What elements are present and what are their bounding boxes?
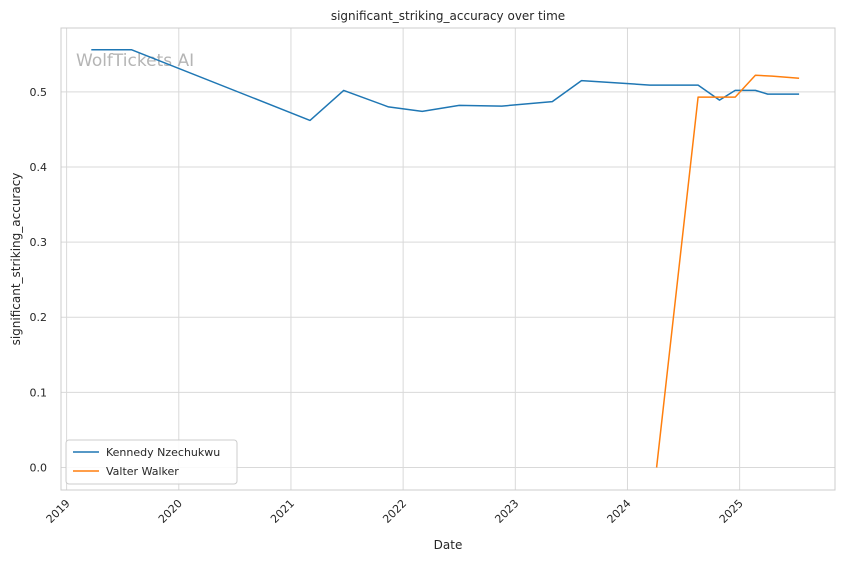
legend-box	[65, 439, 238, 485]
x-axis-ticks: 2019 2020 2021 2022 2023 2024 2025	[44, 497, 746, 526]
series-line-valter-walker	[655, 74, 800, 468]
legend-label-valter-walker: Valter Walker	[106, 465, 179, 478]
x-tick-label: 2019	[44, 497, 73, 526]
x-axis-label: Date	[434, 538, 463, 552]
watermark: WolfTickets AI	[76, 51, 194, 71]
y-tick-label: 0.3	[30, 236, 48, 249]
chart-title: significant_striking_accuracy over time	[331, 9, 565, 23]
x-tick-label: 2020	[156, 497, 185, 526]
x-tick-label: 2023	[492, 497, 521, 526]
y-tick-label: 0.4	[30, 161, 48, 174]
legend: Kennedy Nzechukwu Valter Walker	[65, 439, 238, 485]
plot-frame	[60, 27, 836, 491]
legend-label-kennedy-nzechukwu: Kennedy Nzechukwu	[106, 446, 220, 459]
series-line-kennedy-nzechukwu	[91, 49, 800, 122]
x-tick-label: 2021	[268, 497, 297, 526]
x-tick-label: 2025	[717, 497, 746, 526]
series-lines	[91, 49, 800, 468]
x-tick-label: 2024	[605, 497, 634, 526]
y-tick-label: 0.5	[30, 86, 48, 99]
y-tick-label: 0.0	[30, 461, 48, 474]
grid	[61, 28, 835, 490]
y-axis-ticks: 0.0 0.1 0.2 0.3 0.4 0.5	[30, 86, 48, 475]
x-tick-label: 2022	[380, 497, 409, 526]
y-tick-label: 0.1	[30, 386, 48, 399]
y-axis-label: significant_striking_accuracy	[9, 173, 23, 346]
y-tick-label: 0.2	[30, 311, 48, 324]
